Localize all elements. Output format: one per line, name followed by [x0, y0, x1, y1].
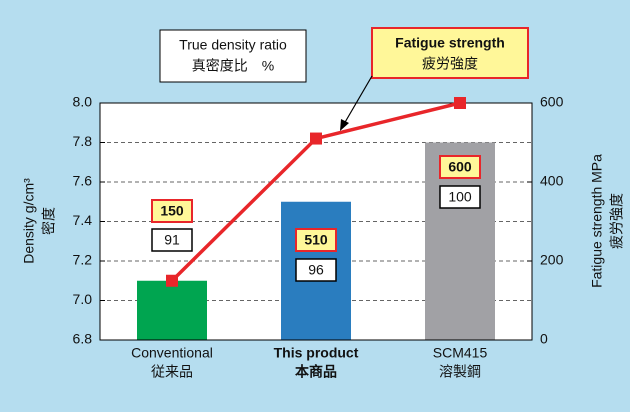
- y-tick-label: 8.0: [73, 94, 93, 110]
- plot-frame: [99, 102, 533, 341]
- fatigue-label-box: [439, 155, 481, 179]
- legend-arrowhead: [340, 119, 349, 131]
- bar: [137, 280, 207, 340]
- line-marker: [166, 274, 178, 287]
- ratio-label: 96: [308, 262, 324, 278]
- ratio-legend: 真密度比 %: [192, 58, 274, 74]
- fatigue-legend: 疲労強度: [422, 56, 478, 72]
- x-tick-label: 溶製鋼: [439, 364, 481, 380]
- fatigue-label: 600: [448, 159, 472, 175]
- x-tick-label: 従来品: [151, 364, 193, 380]
- y-axis-label: 密度: [41, 207, 57, 235]
- x-tick-label: 本商品: [295, 364, 337, 380]
- line-marker: [454, 97, 466, 109]
- fatigue-legend-box: [371, 27, 529, 79]
- x-tick-label: This product: [274, 345, 359, 361]
- ratio-label-box: [151, 228, 193, 252]
- ratio-label: 100: [448, 189, 472, 205]
- y2-axis-label: 疲労強度: [609, 193, 625, 249]
- fatigue-label-box: [151, 199, 193, 223]
- y2-tick-label: 600: [540, 94, 564, 110]
- ratio-legend: True density ratio: [179, 37, 287, 53]
- y-axis-label: Density g/cm³: [21, 178, 37, 264]
- fatigue-label-box: [295, 228, 337, 252]
- y-tick-label: 7.4: [73, 212, 93, 228]
- fatigue-label: 150: [160, 203, 184, 219]
- y2-tick-label: 0: [540, 331, 548, 347]
- x-tick-label: Conventional: [131, 345, 213, 361]
- y-tick-label: 7.8: [73, 133, 93, 149]
- x-tick-label: SCM415: [433, 345, 488, 361]
- y-tick-label: 6.8: [73, 331, 93, 347]
- fatigue-label: 510: [304, 232, 328, 248]
- legend-arrow: [343, 75, 373, 125]
- y2-tick-label: 400: [540, 173, 564, 189]
- y-tick-label: 7.6: [73, 173, 93, 189]
- y-tick-label: 7.0: [73, 291, 93, 307]
- ratio-legend-box: [159, 29, 307, 83]
- ratio-label-box: [295, 258, 337, 282]
- ratio-label: 91: [164, 232, 180, 248]
- line-marker: [310, 132, 322, 145]
- y2-tick-label: 200: [540, 252, 564, 268]
- y2-axis-label: Fatigue strength MPa: [589, 154, 605, 288]
- ratio-label-box: [439, 185, 481, 209]
- fatigue-legend: Fatigue strength: [395, 35, 505, 51]
- y-tick-label: 7.2: [73, 252, 93, 268]
